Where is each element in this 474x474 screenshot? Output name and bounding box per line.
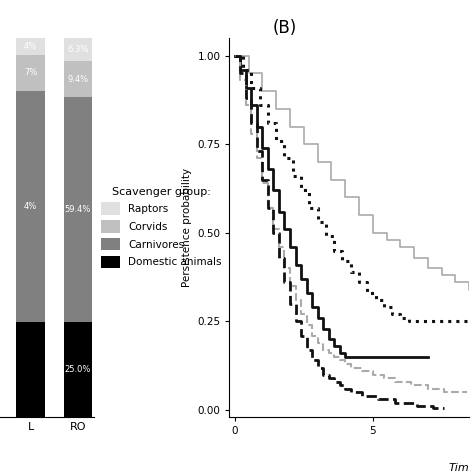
Bar: [64, 37, 92, 62]
Text: 6.3%: 6.3%: [67, 45, 89, 54]
Bar: [64, 97, 92, 322]
Text: 7%: 7%: [24, 69, 37, 77]
Bar: [64, 62, 92, 97]
Bar: [64, 322, 92, 417]
Bar: [17, 322, 45, 417]
Text: (B): (B): [272, 19, 297, 37]
Text: 9.4%: 9.4%: [67, 75, 88, 84]
Text: 4%: 4%: [24, 202, 37, 211]
Text: Tim: Tim: [448, 463, 469, 473]
Legend: Raptors, Corvids, Carnivores, Domestic animals: Raptors, Corvids, Carnivores, Domestic a…: [101, 187, 222, 268]
Bar: [17, 38, 45, 55]
Bar: [17, 55, 45, 91]
Text: 59.4%: 59.4%: [64, 205, 91, 214]
Bar: [17, 91, 45, 322]
Y-axis label: Persistence probability: Persistence probability: [182, 168, 191, 287]
Text: 4%: 4%: [24, 42, 37, 51]
Text: 25.0%: 25.0%: [64, 365, 91, 374]
